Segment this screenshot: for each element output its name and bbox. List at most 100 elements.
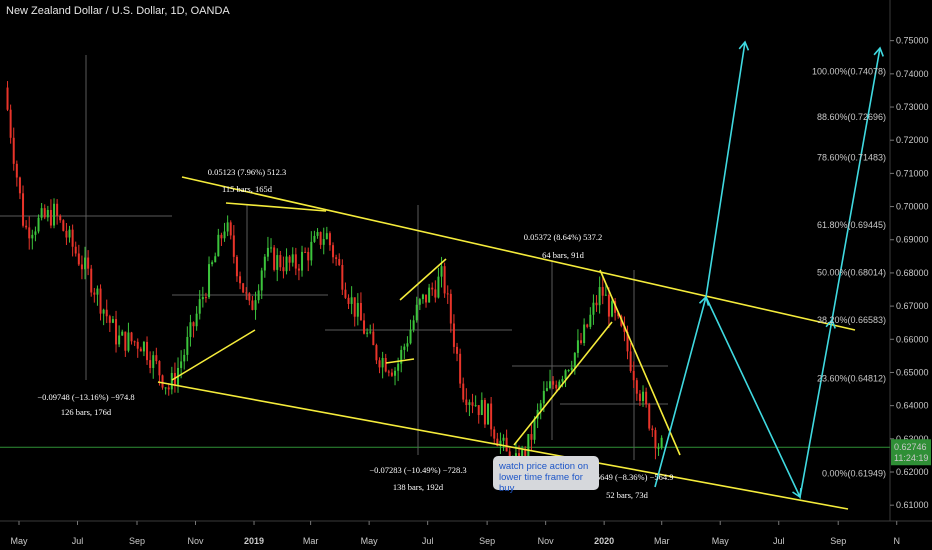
candle-body xyxy=(325,233,328,240)
candle-body xyxy=(434,289,437,298)
measure-label: −0.09748 (−13.16%) −974.8 xyxy=(37,392,134,402)
candle-body xyxy=(254,300,257,310)
candle-body xyxy=(449,293,452,324)
candle-body xyxy=(586,324,589,327)
candle-body xyxy=(288,256,291,263)
candle-body xyxy=(49,209,52,226)
candle-body xyxy=(527,434,530,460)
time-tick-label: Mar xyxy=(303,536,319,546)
channel-line xyxy=(157,381,849,510)
time-tick-label: May xyxy=(361,536,379,546)
candle-body xyxy=(34,231,37,235)
candle-body xyxy=(421,294,424,300)
fib-level-label: 61.80%(0.69445) xyxy=(817,220,886,230)
candle-body xyxy=(573,352,576,368)
candle-body xyxy=(68,229,71,238)
candle-body xyxy=(276,255,279,270)
candle-body xyxy=(43,208,46,218)
candle-body xyxy=(409,329,412,344)
candle-body xyxy=(400,349,403,364)
measure-label: −0.05649 (−8.36%) −564.9 xyxy=(581,472,674,482)
candle-body xyxy=(468,402,471,406)
candle-body xyxy=(545,388,548,391)
candle-body xyxy=(390,372,393,376)
measure-label: 0.05372 (8.64%) 537.2 xyxy=(524,232,603,242)
candle-body xyxy=(170,372,173,390)
candle-body xyxy=(533,418,536,440)
candle-body xyxy=(490,403,493,430)
candle-body xyxy=(558,381,561,389)
candle-body xyxy=(359,302,362,321)
candle-body xyxy=(217,234,220,257)
candle-body xyxy=(443,266,446,294)
candle-body xyxy=(648,404,651,429)
candle-body xyxy=(40,208,43,218)
candle-body xyxy=(56,203,59,216)
time-tick-label: 2020 xyxy=(594,536,614,546)
candle-body xyxy=(90,268,93,293)
time-tick-label: Sep xyxy=(479,536,495,546)
candle-body xyxy=(96,288,99,295)
candle-body xyxy=(180,361,183,368)
candle-body xyxy=(381,358,384,368)
candle-body xyxy=(139,348,142,352)
candle-body xyxy=(25,225,28,228)
candle-body xyxy=(118,335,121,345)
candle-body xyxy=(322,239,325,245)
candle-body xyxy=(208,264,211,298)
channel-line xyxy=(399,258,447,301)
time-tick-label: May xyxy=(712,536,730,546)
candle-body xyxy=(576,340,579,353)
candle-body xyxy=(598,287,601,306)
candle-body xyxy=(6,87,9,110)
price-tick-label: 0.74000 xyxy=(896,69,929,79)
candle-body xyxy=(335,257,338,260)
price-tick-label: 0.62000 xyxy=(896,467,929,477)
channel-line xyxy=(181,176,856,331)
candle-body xyxy=(248,293,251,301)
fib-level-label: 78.60%(0.71483) xyxy=(817,152,886,162)
candle-body xyxy=(474,405,477,407)
candle-body xyxy=(580,340,583,343)
candle-body xyxy=(251,300,254,310)
candle-body xyxy=(607,294,610,317)
candle-body xyxy=(487,403,490,425)
candle-body xyxy=(74,246,77,254)
candle-body xyxy=(124,331,127,351)
candle-body xyxy=(384,358,387,372)
candle-body xyxy=(539,403,542,410)
candle-body xyxy=(350,297,353,304)
candle-body xyxy=(412,320,415,330)
candle-body xyxy=(583,324,586,343)
candle-body xyxy=(270,247,273,249)
time-tick-label: Nov xyxy=(187,536,204,546)
candle-body xyxy=(418,299,421,305)
candle-body xyxy=(328,233,331,246)
candle-body xyxy=(161,375,164,388)
candle-body xyxy=(301,251,304,271)
channel-line xyxy=(599,269,681,456)
candle-body xyxy=(452,323,455,347)
time-tick-label: Sep xyxy=(830,536,846,546)
price-tick-label: 0.71000 xyxy=(896,168,929,178)
candle-body xyxy=(273,247,276,270)
candle-body xyxy=(567,370,570,372)
candle-body xyxy=(164,387,167,389)
candle-body xyxy=(372,331,375,346)
candle-body xyxy=(87,257,90,269)
candle-body xyxy=(378,360,381,368)
fib-level-label: 100.00%(0.74078) xyxy=(812,66,886,76)
candle-body xyxy=(462,383,465,400)
candle-body xyxy=(496,438,499,446)
current-price-badge xyxy=(891,439,931,466)
channel-line xyxy=(171,329,256,381)
candle-body xyxy=(415,304,418,321)
candle-body xyxy=(127,332,130,351)
candle-body xyxy=(214,256,217,263)
measure-bars-label: 126 bars, 176d xyxy=(61,407,112,417)
candle-body xyxy=(341,264,344,290)
price-tick-label: 0.70000 xyxy=(896,202,929,212)
candle-body xyxy=(18,177,21,194)
candle-body xyxy=(263,256,266,271)
